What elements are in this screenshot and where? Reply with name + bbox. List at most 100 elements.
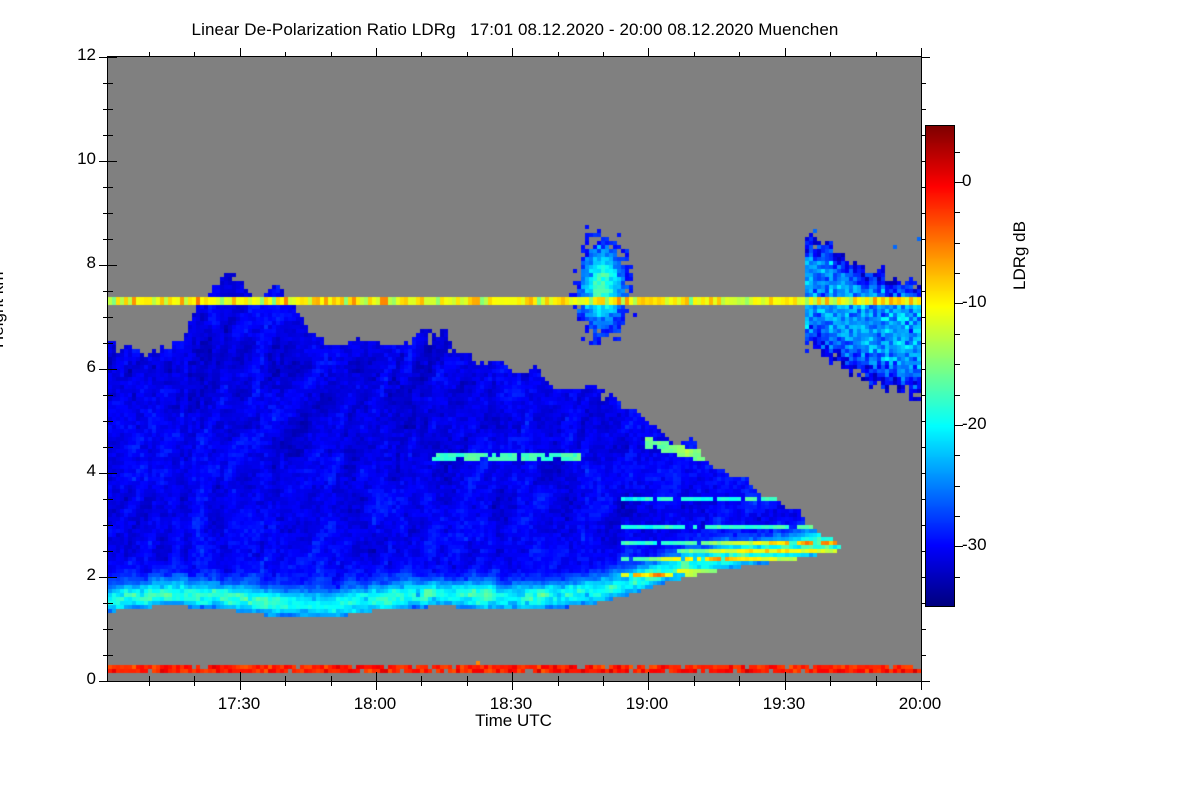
plot-area[interactable] bbox=[99, 48, 930, 690]
page-title: Linear De-Polarization Ratio LDRg 17:01 … bbox=[191, 20, 839, 39]
y-axis-minor-tick bbox=[108, 317, 113, 318]
y-axis-minor-tick bbox=[921, 239, 926, 240]
y-axis-minor-tick bbox=[108, 525, 113, 526]
x-axis-minor-tick bbox=[467, 52, 468, 57]
x-axis-minor-tick bbox=[421, 676, 422, 681]
y-axis-tick bbox=[108, 681, 117, 682]
y-axis-minor-tick bbox=[103, 109, 108, 110]
y-axis-tick-label: 0 bbox=[86, 669, 96, 688]
x-axis-minor-tick bbox=[603, 676, 604, 681]
x-axis-minor-tick bbox=[739, 52, 740, 57]
colorbar-minor-tick bbox=[955, 486, 960, 487]
x-axis-minor-tick bbox=[603, 681, 604, 686]
colorbar-tick bbox=[955, 425, 963, 426]
colorbar-minor-tick bbox=[955, 152, 960, 153]
x-axis-minor-tick bbox=[194, 52, 195, 57]
x-axis-minor-tick bbox=[830, 52, 831, 57]
y-axis-tick bbox=[99, 577, 108, 578]
y-axis-tick bbox=[108, 57, 117, 58]
x-axis-tick bbox=[376, 672, 377, 681]
y-axis-tick bbox=[99, 681, 108, 682]
y-axis-tick bbox=[99, 161, 108, 162]
radar-heatmap-canvas[interactable] bbox=[108, 57, 921, 681]
x-axis-minor-tick bbox=[694, 681, 695, 686]
x-axis-minor-tick bbox=[421, 681, 422, 686]
x-axis-tick bbox=[921, 48, 922, 57]
x-axis-minor-tick bbox=[558, 676, 559, 681]
y-axis-minor-tick bbox=[103, 499, 108, 500]
y-axis-minor-tick bbox=[103, 83, 108, 84]
x-axis-tick bbox=[240, 48, 241, 57]
colorbar-minor-tick bbox=[955, 364, 960, 365]
x-axis-minor-tick bbox=[467, 676, 468, 681]
colorbar-tick-label: 0 bbox=[962, 171, 972, 190]
colorbar-tick bbox=[955, 182, 963, 183]
x-axis-tick bbox=[512, 672, 513, 681]
y-axis-minor-tick bbox=[103, 343, 108, 344]
y-axis-minor-tick bbox=[108, 83, 113, 84]
colorbar-label: LDRg dB bbox=[1010, 221, 1029, 290]
y-axis-minor-tick bbox=[921, 525, 926, 526]
y-axis-minor-tick bbox=[108, 343, 113, 344]
y-axis-minor-tick bbox=[108, 291, 113, 292]
x-axis-minor-tick bbox=[694, 52, 695, 57]
x-axis-tick bbox=[240, 681, 241, 690]
x-axis-tick bbox=[785, 672, 786, 681]
y-axis-minor-tick bbox=[103, 395, 108, 396]
x-axis-tick-label: 17:30 bbox=[217, 694, 261, 713]
x-axis-minor-tick bbox=[149, 681, 150, 686]
x-axis-tick-label: 19:30 bbox=[762, 694, 806, 713]
x-axis-minor-tick bbox=[194, 681, 195, 686]
x-axis-minor-tick bbox=[331, 52, 332, 57]
y-axis-minor-tick bbox=[103, 655, 108, 656]
y-axis-minor-tick bbox=[921, 135, 926, 136]
colorbar-tick bbox=[955, 546, 963, 547]
y-axis-minor-tick bbox=[103, 421, 108, 422]
y-axis-minor-tick bbox=[108, 447, 113, 448]
x-axis-tick-label: 20:00 bbox=[898, 694, 942, 713]
x-axis-tick-label: 19:00 bbox=[625, 694, 669, 713]
y-axis-tick-label: 10 bbox=[77, 149, 96, 168]
x-axis-tick bbox=[512, 48, 513, 57]
y-axis-tick bbox=[99, 473, 108, 474]
y-axis-minor-tick bbox=[921, 317, 926, 318]
colorbar-tick-label: -20 bbox=[962, 414, 987, 433]
y-axis-minor-tick bbox=[108, 603, 113, 604]
y-axis-minor-tick bbox=[921, 213, 926, 214]
x-axis-tick-label: 18:30 bbox=[489, 694, 533, 713]
y-axis-minor-tick bbox=[921, 655, 926, 656]
y-axis-minor-tick bbox=[108, 655, 113, 656]
y-axis-minor-tick bbox=[108, 551, 113, 552]
y-axis-minor-tick bbox=[108, 629, 113, 630]
y-axis-minor-tick bbox=[921, 629, 926, 630]
x-axis-minor-tick bbox=[285, 676, 286, 681]
y-axis-tick bbox=[99, 265, 108, 266]
x-axis-tick-label: 18:00 bbox=[353, 694, 397, 713]
y-axis-minor-tick bbox=[108, 395, 113, 396]
y-axis-tick bbox=[108, 473, 117, 474]
x-axis-minor-tick bbox=[331, 681, 332, 686]
y-axis-minor-tick bbox=[921, 551, 926, 552]
y-axis-minor-tick bbox=[103, 525, 108, 526]
colorbar-tick-label: -10 bbox=[962, 292, 987, 311]
y-axis-minor-tick bbox=[103, 551, 108, 552]
y-axis-tick bbox=[99, 369, 108, 370]
colorbar-tick-label: -30 bbox=[962, 535, 987, 554]
x-axis-minor-tick bbox=[558, 681, 559, 686]
x-axis-tick bbox=[648, 672, 649, 681]
y-axis-minor-tick bbox=[921, 499, 926, 500]
y-axis-tick bbox=[921, 681, 930, 682]
x-axis-tick bbox=[376, 681, 377, 690]
x-axis-minor-tick bbox=[876, 52, 877, 57]
y-axis-minor-tick bbox=[921, 395, 926, 396]
x-axis-minor-tick bbox=[830, 681, 831, 686]
y-axis-minor-tick bbox=[103, 291, 108, 292]
colorbar-minor-tick bbox=[955, 273, 960, 274]
colorbar[interactable] bbox=[925, 125, 963, 607]
x-axis-minor-tick bbox=[876, 681, 877, 686]
y-axis-minor-tick bbox=[108, 421, 113, 422]
x-axis-minor-tick bbox=[421, 52, 422, 57]
colorbar-gradient bbox=[925, 125, 955, 607]
y-axis-minor-tick bbox=[103, 239, 108, 240]
